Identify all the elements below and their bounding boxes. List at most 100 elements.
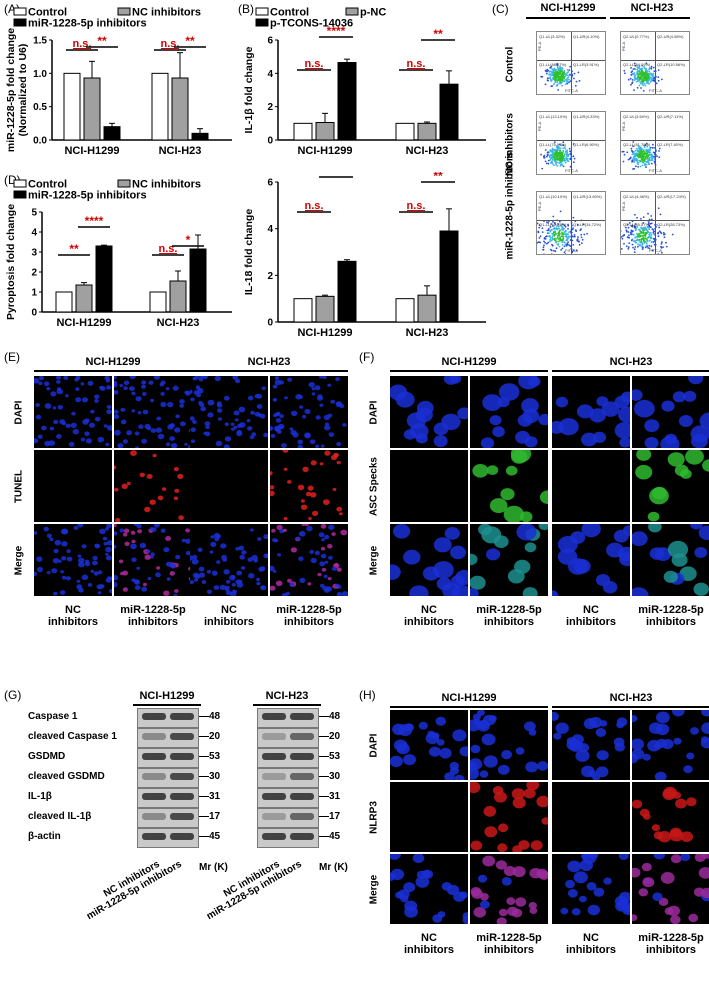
cell-nucleus [75, 387, 80, 391]
flow-event [555, 156, 558, 159]
cell-field [480, 376, 548, 448]
x-axis-label: FITC-A [649, 168, 662, 173]
flow-event [653, 147, 655, 149]
flow-event [565, 234, 568, 237]
cell-nucleus [670, 915, 681, 924]
cell-nucleus [39, 483, 45, 489]
quadrant-label: Q2-UL(0.77%) [623, 34, 649, 39]
cell-nucleus [596, 396, 609, 407]
flow-event [628, 236, 630, 239]
flow-event [633, 150, 635, 153]
flow-event [636, 68, 639, 71]
flow-event [544, 160, 547, 163]
cell-nucleus [190, 555, 194, 561]
sig-label: **** [85, 214, 104, 228]
mw-marker: —30 [319, 771, 341, 782]
condition-label: miR-1228-5p inhibitors [638, 932, 704, 956]
sig-label: * [186, 233, 191, 247]
cell-nucleus [107, 467, 111, 470]
cell-nucleus [200, 510, 204, 514]
cell-nucleus [331, 566, 337, 571]
cell-nucleus [254, 411, 261, 417]
cell-nucleus [276, 524, 283, 530]
cell-nucleus [204, 421, 211, 427]
cell-nucleus [498, 383, 520, 401]
flow-event [549, 149, 552, 152]
cell-nucleus [651, 824, 660, 832]
flow-event [650, 77, 653, 79]
cell-nucleus [180, 421, 186, 427]
flow-event [573, 72, 576, 75]
bar [315, 122, 335, 141]
cell-nucleus [321, 538, 325, 542]
cell-nucleus [433, 435, 448, 448]
cell-nucleus [498, 908, 508, 917]
cell-nucleus [255, 500, 260, 504]
cell-nucleus [492, 426, 505, 438]
quadrant-label: Q1-LR(3.91%) [573, 62, 599, 67]
cell-nucleus [514, 798, 527, 809]
flow-event [621, 236, 623, 238]
flow-event [633, 248, 636, 251]
cell-nucleus [683, 842, 697, 852]
cell-nucleus [169, 436, 175, 441]
y-tick-label: 0.0 [33, 136, 47, 147]
cell-nucleus [122, 439, 128, 444]
cell-nucleus [310, 557, 317, 564]
flow-event [646, 245, 649, 248]
cell-nucleus [207, 412, 214, 418]
cell-field [114, 376, 192, 448]
cell-nucleus [221, 554, 227, 560]
cell-nucleus [308, 382, 315, 388]
cell-nucleus [588, 854, 599, 860]
cell-nucleus [178, 515, 184, 521]
cell-nucleus [599, 720, 608, 727]
cell-nucleus [78, 557, 85, 564]
flow-event [657, 69, 660, 71]
cell-nucleus [688, 913, 699, 923]
cell-nucleus [524, 542, 537, 553]
cell-nucleus [632, 505, 641, 517]
blot-band [170, 833, 194, 840]
flow-event [651, 218, 653, 221]
cell-nucleus [397, 801, 405, 808]
cell-nucleus [642, 753, 651, 761]
quadrant-label: Q1-LR(34.72%) [573, 222, 602, 227]
microscopy-image [632, 376, 709, 448]
cell-nucleus [583, 718, 597, 730]
flow-event [647, 226, 649, 229]
cell-nucleus [61, 556, 67, 561]
cell-nucleus [635, 464, 653, 480]
cell-nucleus [281, 480, 286, 484]
flow-event [637, 70, 640, 72]
cell-nucleus [672, 791, 682, 799]
flow-event [546, 229, 549, 232]
flow-event [644, 160, 647, 163]
flow-event [544, 241, 546, 244]
microscopy-image [552, 376, 630, 448]
flow-event [642, 72, 645, 75]
flow-event [556, 76, 559, 78]
bar [395, 298, 415, 323]
cell-nucleus [523, 788, 536, 799]
y-axis-label: PE-A [621, 201, 627, 212]
flow-event [562, 235, 565, 238]
cell-nucleus [470, 840, 483, 851]
quadrant-label: Q2-UR(17.24%) [657, 194, 686, 199]
cell-nucleus [36, 556, 43, 562]
flow-event [658, 147, 661, 150]
legend-label: NC inhibitors [132, 7, 201, 19]
flow-event [586, 232, 588, 235]
row-label: ASC Specks [368, 457, 380, 516]
flow-event [561, 223, 564, 225]
cell-nucleus [131, 391, 136, 396]
flow-event [547, 162, 550, 165]
cell-nucleus [656, 711, 670, 724]
cell-nucleus [169, 571, 175, 576]
microscopy-image [270, 524, 348, 596]
column-header: NCI-H1299 [441, 692, 497, 704]
flow-event [639, 81, 641, 83]
cell-nucleus [149, 527, 154, 531]
cell-nucleus [667, 452, 685, 467]
flow-event [642, 161, 645, 164]
